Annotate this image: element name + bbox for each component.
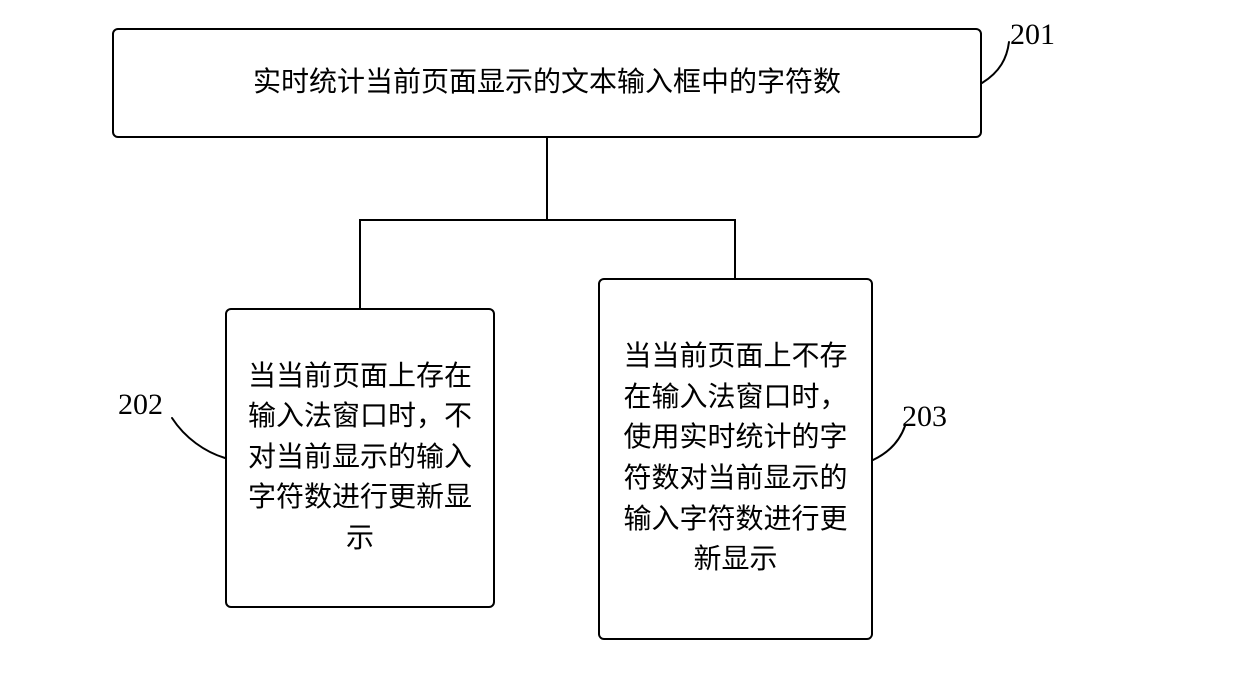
step-label-203: 203 <box>902 400 947 434</box>
step-label-201: 201 <box>1010 18 1055 52</box>
flow-node-202-text: 当当前页面上存在输入法窗口时，不对当前显示的输入字符数进行更新显示 <box>227 351 493 566</box>
step-label-201-text: 201 <box>1010 18 1055 51</box>
step-label-202: 202 <box>118 388 163 422</box>
flowchart-canvas: 实时统计当前页面显示的文本输入框中的字符数 当当前页面上存在输入法窗口时，不对当… <box>0 0 1240 680</box>
flow-node-201: 实时统计当前页面显示的文本输入框中的字符数 <box>112 28 982 138</box>
flow-node-203: 当当前页面上不存在输入法窗口时，使用实时统计的字符数对当前显示的输入字符数进行更… <box>598 278 873 640</box>
step-label-203-text: 203 <box>902 400 947 433</box>
flow-node-202: 当当前页面上存在输入法窗口时，不对当前显示的输入字符数进行更新显示 <box>225 308 495 608</box>
step-label-202-text: 202 <box>118 388 163 421</box>
flow-node-201-text: 实时统计当前页面显示的文本输入框中的字符数 <box>114 57 980 110</box>
flow-node-203-text: 当当前页面上不存在输入法窗口时，使用实时统计的字符数对当前显示的输入字符数进行更… <box>600 331 871 587</box>
